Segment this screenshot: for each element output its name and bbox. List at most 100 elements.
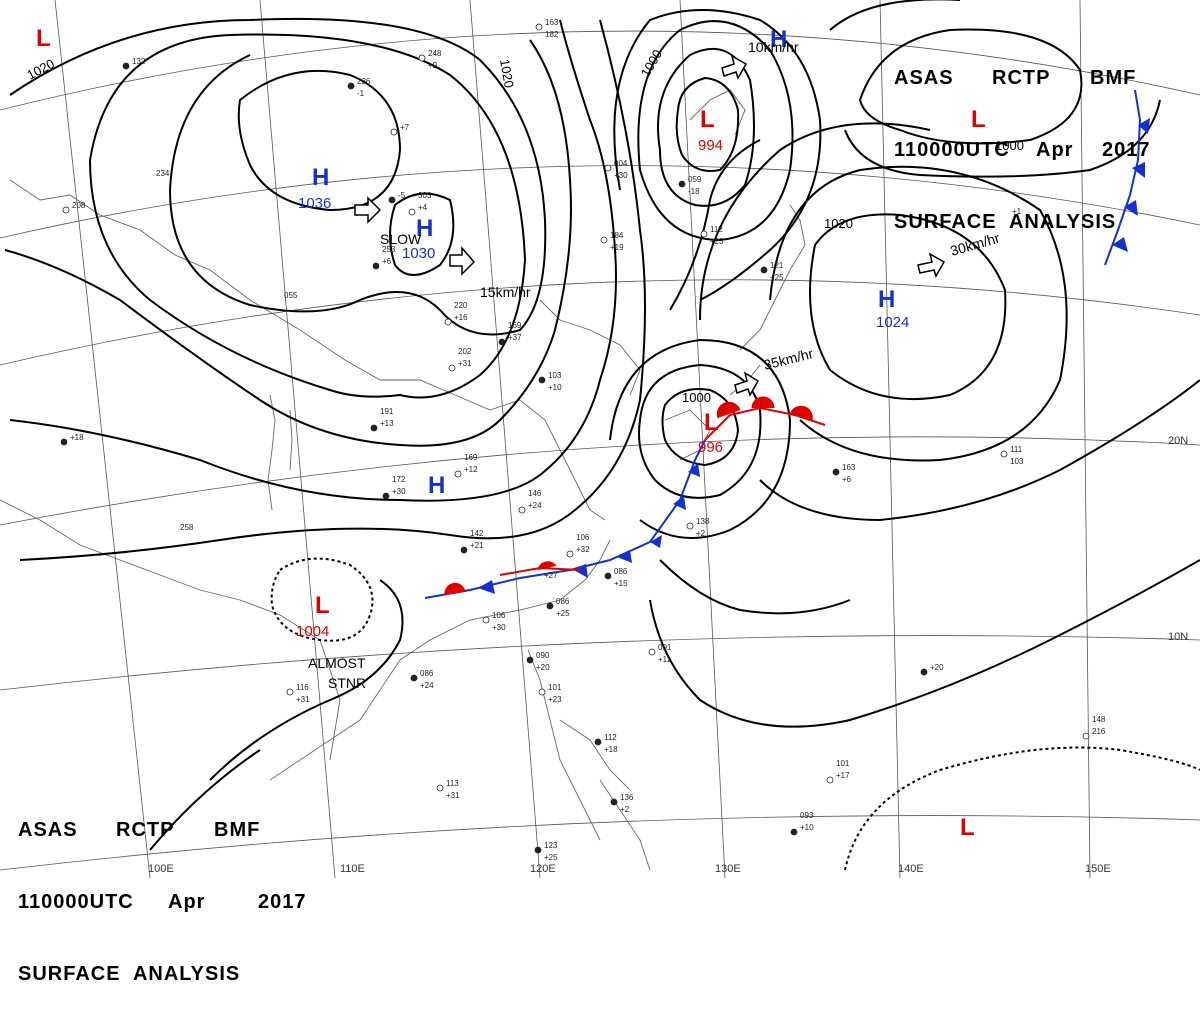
- lon-label-140e: 140E: [898, 863, 924, 875]
- station-value: 148: [1092, 715, 1106, 724]
- station-circle-icon: [760, 266, 768, 274]
- station-value: 103: [1010, 457, 1024, 466]
- header-month: Apr: [168, 891, 206, 913]
- station-value: 202: [458, 347, 472, 356]
- station-circle-icon: [604, 164, 612, 172]
- station-value: 086: [556, 597, 570, 606]
- high-center-symbol: H: [428, 472, 445, 499]
- station-value: 182: [545, 30, 559, 39]
- pressure-centers: H 1036 H 1030 H H H 1024 L 994 L 996 L 1…: [36, 25, 986, 841]
- station-value: +37: [508, 333, 522, 342]
- station-value: 086: [420, 669, 434, 678]
- station-value: +4: [418, 203, 428, 212]
- station-value: 236: [357, 77, 371, 86]
- station-value: +15: [614, 579, 628, 588]
- station-circle-icon: [600, 236, 608, 244]
- dashed-isobars: [270, 557, 1200, 871]
- station-value: -1: [357, 89, 365, 98]
- station-value: +12: [464, 465, 478, 474]
- low-center-value: 994: [698, 137, 723, 154]
- station-circle-icon: [448, 364, 456, 372]
- movement-label: 10km/hr: [748, 39, 799, 55]
- station-circle-icon: [122, 62, 130, 70]
- station-value: +21: [470, 541, 484, 550]
- lon-label-100e: 100E: [148, 863, 174, 875]
- station-circle-icon: [347, 82, 355, 90]
- station-value: 258: [180, 523, 194, 532]
- movement-label: 35km/hr: [762, 345, 815, 373]
- station-circle-icon: [454, 470, 462, 478]
- station-value: 106: [576, 533, 590, 542]
- high-center-value: 1036: [298, 195, 331, 212]
- station-value: 169: [508, 321, 522, 330]
- station-value: 220: [454, 301, 468, 310]
- station-value: 123: [544, 841, 558, 850]
- station-value: 169: [464, 453, 478, 462]
- station-value: 163: [545, 18, 559, 27]
- station-value: 116: [296, 683, 309, 692]
- header-center: RCTP: [116, 819, 175, 841]
- high-center-symbol: H: [416, 215, 433, 242]
- station-circle-icon: [1082, 732, 1090, 740]
- isobar-label: 1000: [995, 138, 1024, 153]
- station-circle-icon: [700, 230, 708, 238]
- low-center-symbol: L: [36, 25, 51, 52]
- station-value: +31: [446, 791, 460, 800]
- station-value: +6: [842, 475, 852, 484]
- movement-label: SLOW: [380, 231, 422, 247]
- station-value: 055: [284, 291, 298, 300]
- station-value: 101: [548, 683, 562, 692]
- station-value: +19: [610, 243, 624, 252]
- header-time: 110000UTC: [18, 891, 134, 913]
- station-circle-icon: [444, 318, 452, 326]
- station-value: +25: [556, 609, 570, 618]
- station-value: +1: [1012, 207, 1022, 216]
- low-center-value: 1004: [296, 623, 329, 640]
- station-circle-icon: [1000, 450, 1008, 458]
- station-circle-icon: [538, 376, 546, 384]
- low-center-symbol: L: [960, 814, 975, 841]
- station-circle-icon: [610, 798, 618, 806]
- station-value: 146: [528, 489, 542, 498]
- isobar-label: 1020: [24, 56, 57, 83]
- station-circle-icon: [62, 206, 70, 214]
- station-value: 132: [132, 57, 146, 66]
- station-value: 004: [614, 159, 628, 168]
- station-value: 093: [800, 811, 814, 820]
- station-value: 234: [156, 169, 170, 178]
- header-year: 2017: [258, 891, 307, 913]
- station-value: 216: [1092, 727, 1106, 736]
- station-value: 101: [836, 759, 850, 768]
- station-circle-icon: [60, 438, 68, 446]
- station-value: 112: [710, 225, 723, 234]
- station-value: -18: [688, 187, 700, 196]
- station-circle-icon: [498, 338, 506, 346]
- station-value: +30: [614, 171, 628, 180]
- high-center-symbol: H: [878, 286, 895, 313]
- movement-arrow-icon: [734, 371, 760, 397]
- header-bottom: ASAS RCTP BMF 110000UTC Apr 2017 SURFACE ANA…: [18, 770, 307, 1010]
- grid-labels: 20N 10N 100E 110E 120E 130E 140E 150E: [148, 435, 1188, 875]
- high-center-value: 1030: [402, 245, 435, 262]
- station-value: 142: [470, 529, 484, 538]
- station-circle-icon: [388, 196, 396, 204]
- station-value: +16: [454, 313, 468, 322]
- station-circle-icon: [546, 602, 554, 610]
- station-value: 106: [492, 611, 506, 620]
- station-value: 103: [548, 371, 562, 380]
- header-time: 110000UTC: [894, 139, 1010, 161]
- lon-label-120e: 120E: [530, 863, 556, 875]
- station-value: 121: [770, 261, 784, 270]
- lon-label-110e: 110E: [340, 863, 365, 875]
- station-value: +23: [710, 237, 724, 246]
- station-circle-icon: [826, 776, 834, 784]
- station-value: +27: [544, 571, 558, 580]
- low-center-symbol: L: [700, 106, 715, 133]
- station-value: 086: [614, 567, 628, 576]
- header-month: Apr: [1036, 139, 1074, 161]
- station-value: +25: [770, 273, 784, 282]
- weather-map: 20N 10N 100E 110E 120E 130E 140E 150E: [0, 0, 1200, 878]
- station-circle-icon: [790, 828, 798, 836]
- annotation-almost: ALMOST: [308, 655, 366, 671]
- station-circle-icon: [538, 688, 546, 696]
